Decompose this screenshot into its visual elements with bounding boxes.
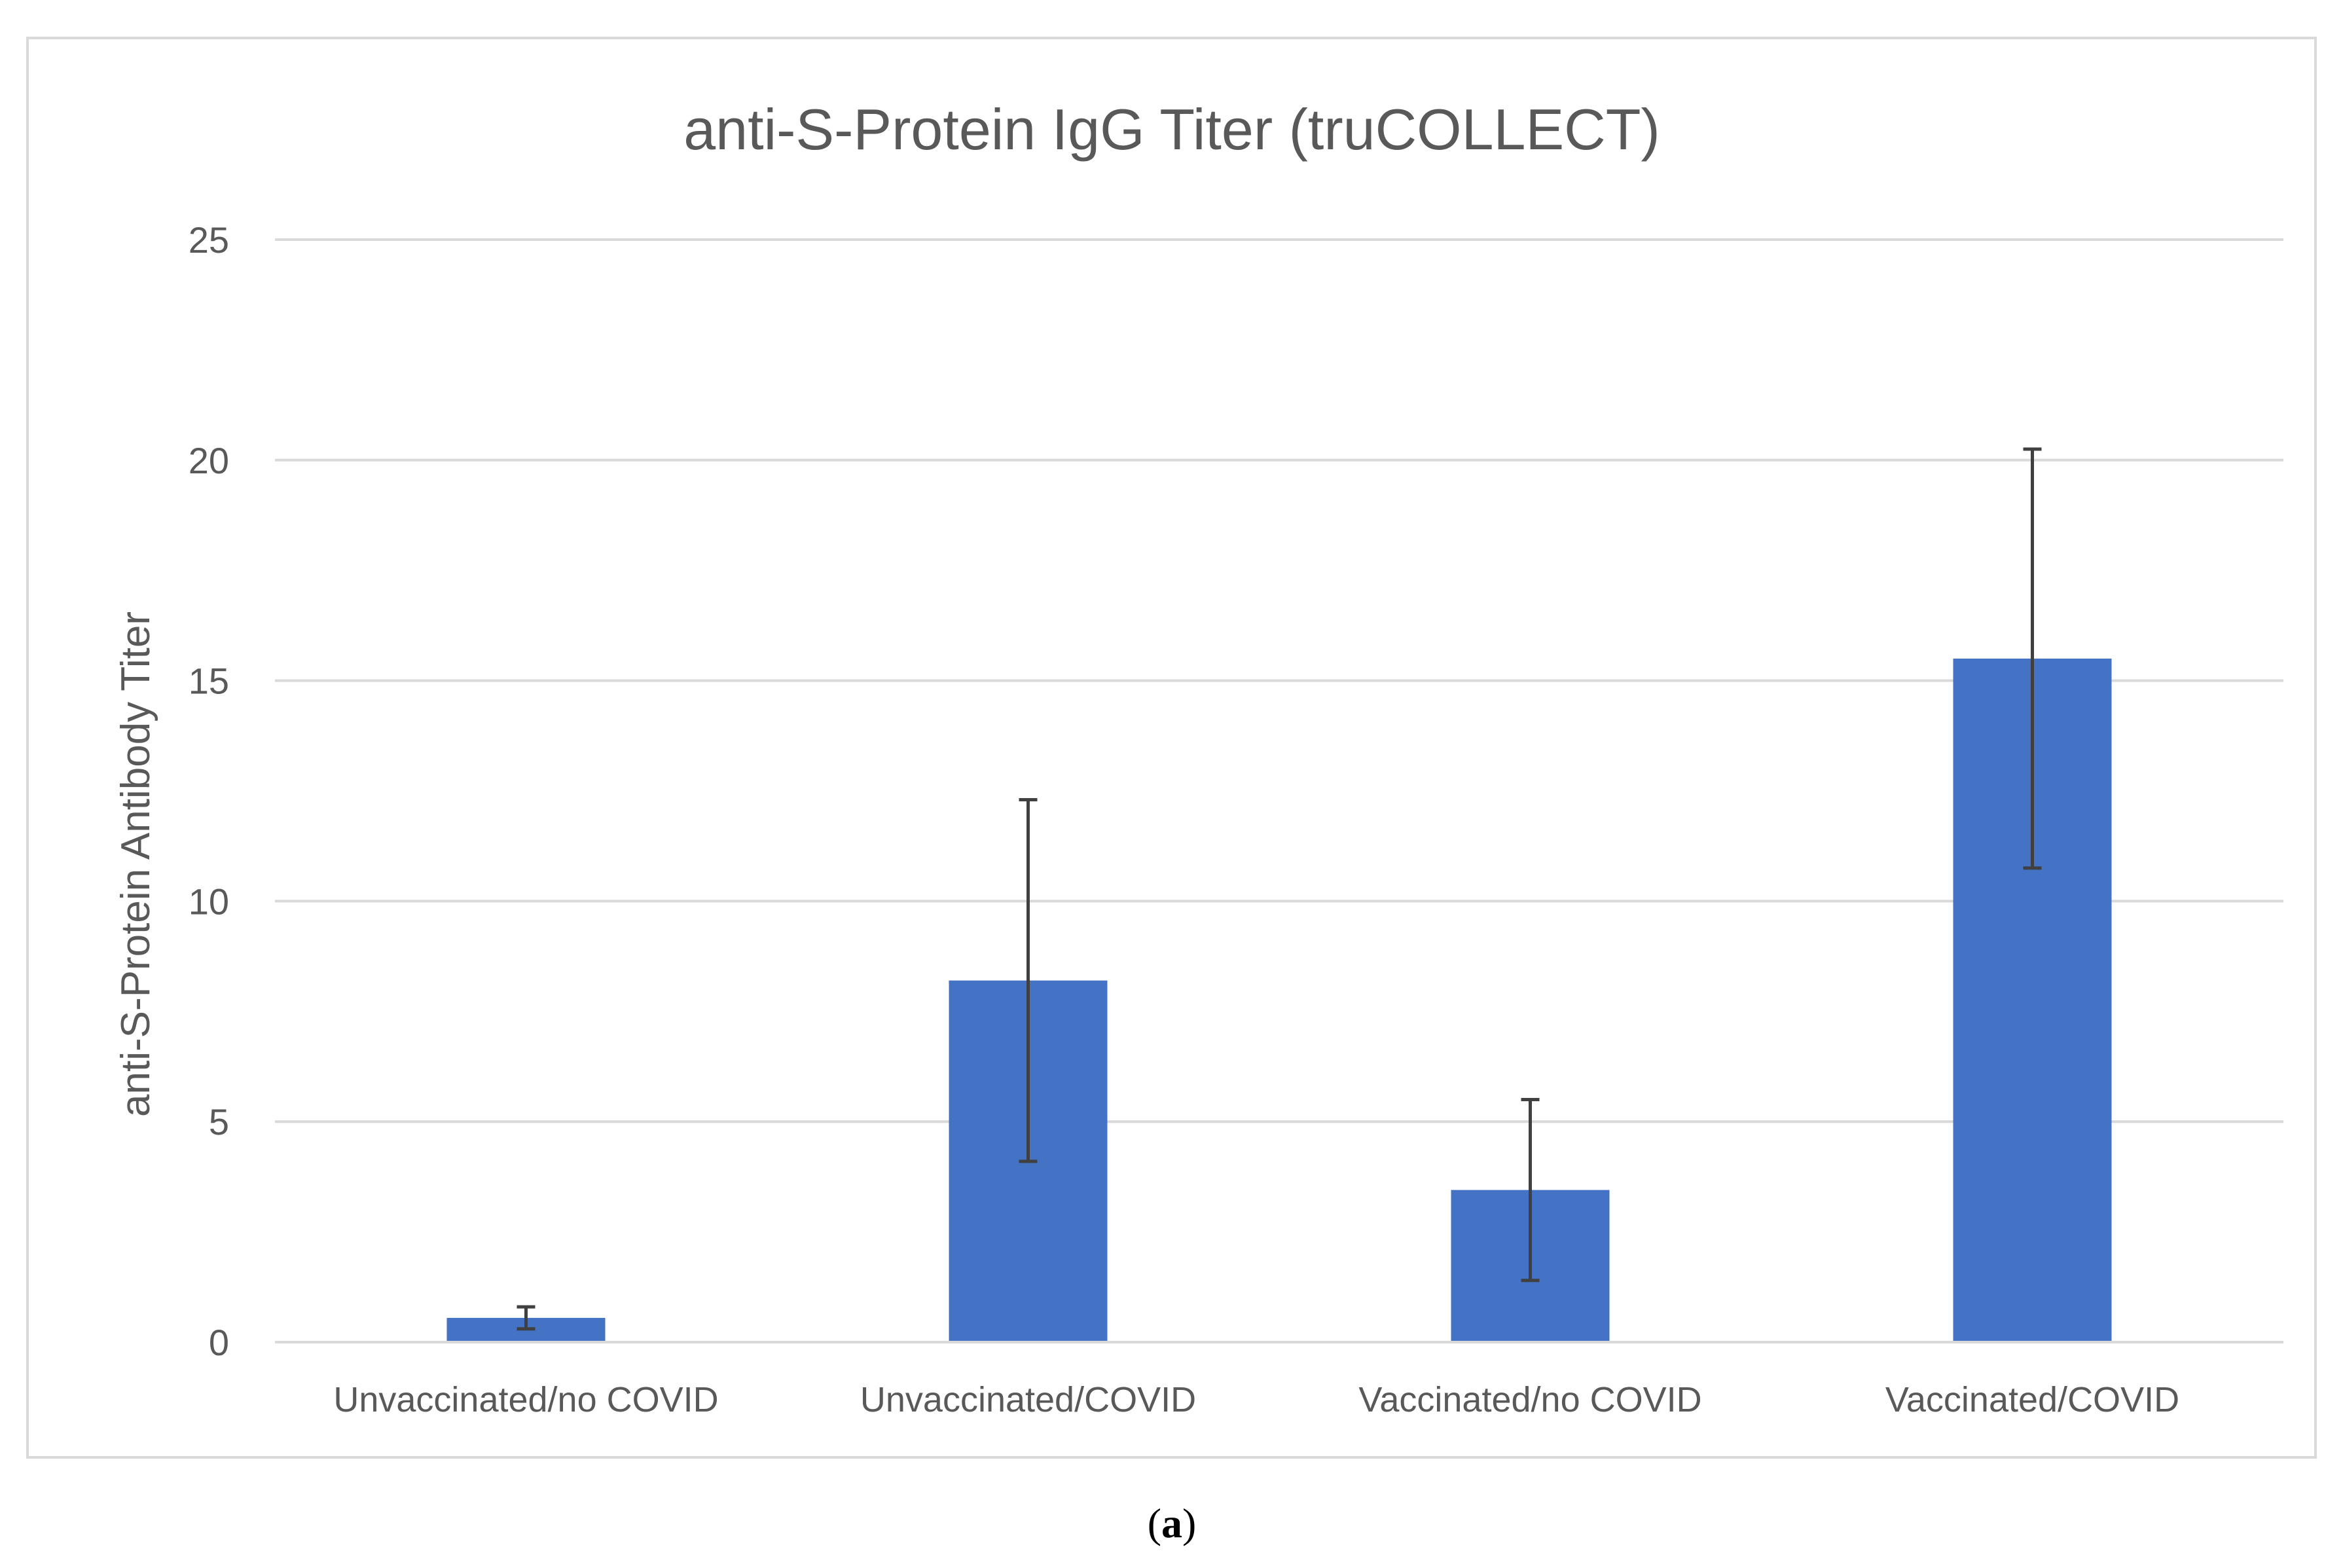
y-tick-label: 0 [209,1322,229,1363]
y-axis-ticks: 0 5 10 15 20 25 [189,219,229,1363]
error-bar [2023,447,2042,870]
caption-letter: a [1161,1500,1182,1546]
chart-title: anti-S-Protein IgG Titer (truCOLLECT) [683,97,1660,162]
error-bar [1019,797,1038,1163]
y-tick-label: 15 [189,661,229,702]
caption-close-paren: ) [1182,1500,1196,1546]
figure-caption: (a) [1148,1500,1197,1546]
x-category-label: Unvaccinated/no COVID [333,1380,718,1419]
y-tick-label: 20 [189,440,229,481]
y-tick-label: 5 [209,1101,229,1142]
y-tick-label: 10 [189,881,229,922]
error-bar [517,1305,536,1331]
x-category-label: Vaccinated/no COVID [1358,1380,1701,1419]
y-axis-label: anti-S-Protein Antibody Titer [113,611,158,1117]
error-bars [517,447,2042,1331]
chart-frame [26,37,2317,1459]
x-axis-categories: Unvaccinated/no COVID Unvaccinated/COVID V… [333,1380,2179,1419]
error-bar [1521,1098,1540,1283]
gridlines [275,238,2283,1123]
x-category-label: Vaccinated/COVID [1885,1380,2179,1419]
y-tick-label: 25 [189,219,229,261]
x-category-label: Unvaccinated/COVID [860,1380,1196,1419]
caption-open-paren: ( [1148,1500,1161,1546]
